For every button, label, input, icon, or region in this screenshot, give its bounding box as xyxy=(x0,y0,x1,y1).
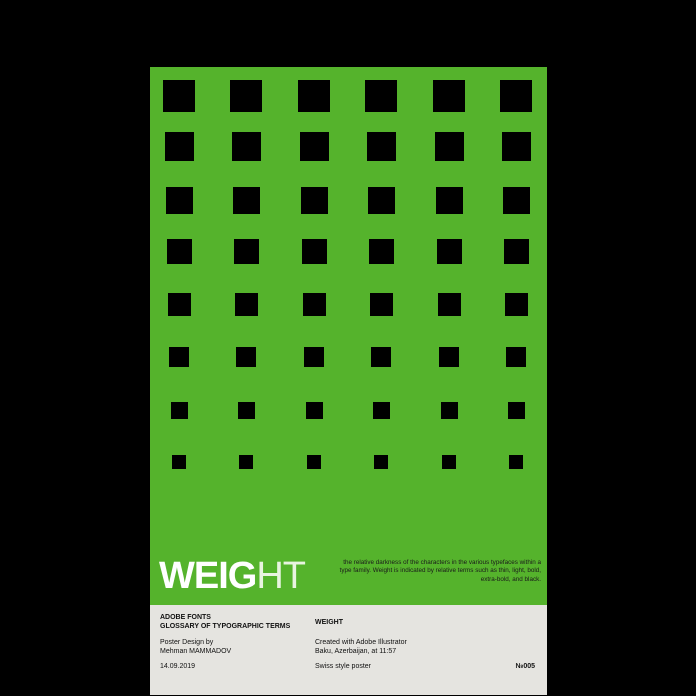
header-left-line1: ADOBE FONTS xyxy=(160,614,211,621)
poster-number: №005 xyxy=(515,663,535,670)
grid-square xyxy=(301,238,327,264)
grid-square xyxy=(305,401,323,419)
grid-square xyxy=(298,80,330,112)
grid-square xyxy=(435,186,463,214)
grid-square xyxy=(368,238,394,264)
credit-line2: Mehman MAMMADOV xyxy=(160,648,232,655)
date: 14.09.2019 xyxy=(160,663,196,670)
created-line2: Baku, Azerbaijan, at 11:57 xyxy=(315,648,397,655)
grid-square xyxy=(367,186,395,214)
grid-square xyxy=(167,292,191,316)
grid-square xyxy=(170,401,188,419)
grid-square xyxy=(369,292,393,316)
grid-square xyxy=(504,292,528,316)
info-panel: ADOBE FONTS GLOSSARY OF TYPOGRAPHIC TERM… xyxy=(150,605,547,695)
grid-square xyxy=(233,238,259,264)
weight-description: the relative darkness of the characters … xyxy=(339,559,541,583)
grid-square xyxy=(437,292,461,316)
grid-square xyxy=(300,186,328,214)
grid-square xyxy=(506,347,526,367)
grid-square xyxy=(172,455,186,469)
grid-square xyxy=(230,80,262,112)
grid-square xyxy=(163,80,195,112)
square-grid xyxy=(150,67,547,537)
grid-square xyxy=(299,131,329,161)
grid-square xyxy=(236,347,256,367)
header-right: WEIGHT xyxy=(315,619,343,626)
grid-square xyxy=(239,455,253,469)
grid-square xyxy=(307,455,321,469)
grid-square xyxy=(439,347,459,367)
grid-square xyxy=(166,238,192,264)
style-note: Swiss style poster xyxy=(315,663,372,670)
grid-square xyxy=(500,80,532,112)
grid-square xyxy=(304,347,324,367)
grid-square xyxy=(501,131,531,161)
grid-square xyxy=(232,186,260,214)
grid-square xyxy=(169,347,189,367)
created-line1: Created with Adobe Illustrator xyxy=(315,639,407,646)
grid-square xyxy=(433,80,465,112)
grid-square xyxy=(503,238,529,264)
grid-square xyxy=(372,401,390,419)
credit-line1: Poster Design by xyxy=(160,639,214,646)
grid-square xyxy=(374,455,388,469)
title-light-part: HT xyxy=(256,555,306,597)
grid-square xyxy=(302,292,326,316)
grid-square xyxy=(234,292,258,316)
title-bold-part: WEIG xyxy=(159,555,257,597)
grid-square xyxy=(440,401,458,419)
grid-square xyxy=(502,186,530,214)
grid-square xyxy=(237,401,255,419)
header-left-line2: GLOSSARY OF TYPOGRAPHIC TERMS xyxy=(160,623,291,630)
grid-square xyxy=(507,401,525,419)
grid-square xyxy=(165,186,193,214)
grid-square xyxy=(509,455,523,469)
grid-square xyxy=(366,131,396,161)
poster: WEIGHT the relative darkness of the char… xyxy=(150,67,547,695)
grid-square xyxy=(231,131,261,161)
grid-square xyxy=(434,131,464,161)
grid-square xyxy=(164,131,194,161)
grid-square xyxy=(442,455,456,469)
grid-square xyxy=(365,80,397,112)
grid-square xyxy=(436,238,462,264)
grid-square xyxy=(371,347,391,367)
poster-title: WEIGHT xyxy=(159,555,306,597)
